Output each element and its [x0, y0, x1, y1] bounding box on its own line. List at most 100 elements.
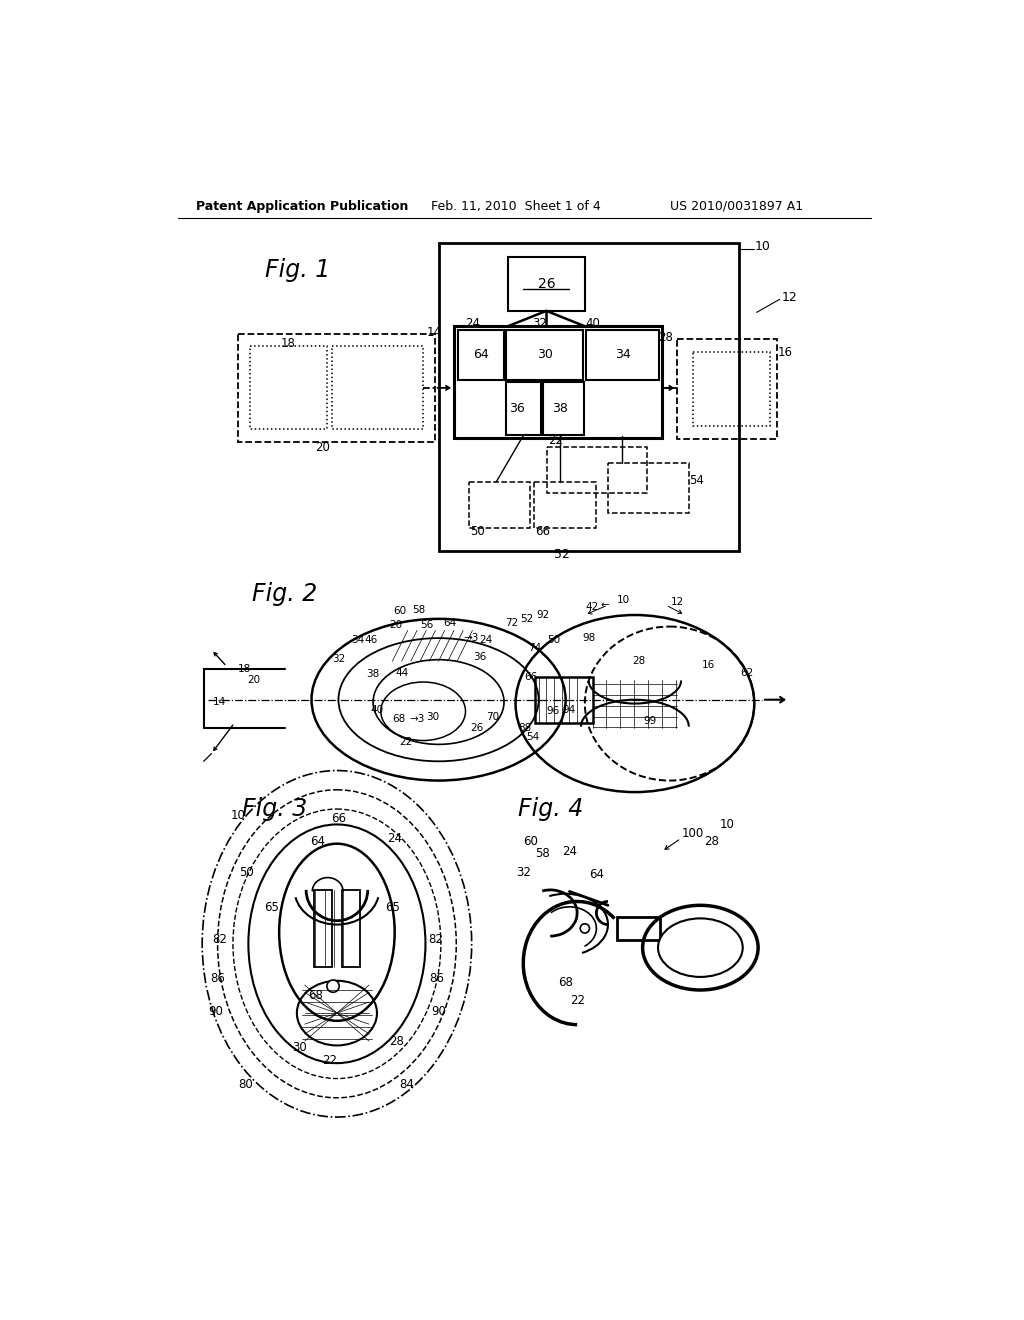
- Text: 38: 38: [367, 669, 380, 680]
- Text: Fig. 2: Fig. 2: [252, 582, 317, 606]
- Text: 12: 12: [671, 597, 684, 607]
- Text: 50: 50: [239, 866, 253, 879]
- Text: 64: 64: [310, 834, 326, 847]
- Text: 30: 30: [293, 1041, 307, 1055]
- Text: →3: →3: [410, 714, 425, 723]
- Bar: [692, 352, 770, 425]
- Text: 42: 42: [586, 602, 599, 612]
- Text: 52: 52: [554, 548, 569, 561]
- Text: 52: 52: [520, 614, 532, 624]
- Text: 22: 22: [398, 737, 412, 747]
- Text: 36: 36: [509, 403, 525, 416]
- Ellipse shape: [658, 919, 742, 977]
- Text: 44: 44: [395, 668, 409, 677]
- Text: 22: 22: [322, 1053, 337, 1067]
- Bar: [454, 326, 662, 438]
- Text: 30: 30: [426, 713, 439, 722]
- Text: 96: 96: [546, 706, 559, 717]
- Text: 20: 20: [390, 620, 402, 630]
- Text: 28: 28: [658, 331, 674, 345]
- Text: 22: 22: [569, 994, 585, 1007]
- Text: 72: 72: [505, 618, 518, 628]
- Text: 16: 16: [777, 346, 793, 359]
- Text: 10: 10: [720, 818, 735, 832]
- Bar: [342, 890, 360, 966]
- Text: 20: 20: [247, 676, 260, 685]
- Text: 24: 24: [562, 845, 577, 858]
- Text: 60: 60: [393, 606, 407, 616]
- Text: 46: 46: [365, 635, 378, 645]
- Text: 86: 86: [210, 972, 225, 985]
- Text: 10: 10: [755, 240, 770, 253]
- Text: 56: 56: [421, 620, 433, 630]
- Text: 65: 65: [385, 902, 399, 915]
- Bar: [506, 330, 584, 380]
- Text: 86: 86: [430, 972, 444, 985]
- Text: ←: ←: [600, 601, 609, 610]
- Text: 66: 66: [536, 524, 551, 537]
- Bar: [458, 330, 504, 380]
- Text: Fig. 3: Fig. 3: [243, 797, 307, 821]
- Bar: [535, 482, 596, 528]
- Text: 65: 65: [264, 902, 279, 915]
- Text: 54: 54: [689, 474, 705, 487]
- Bar: [469, 482, 530, 528]
- Bar: [586, 330, 658, 380]
- Text: Feb. 11, 2010  Sheet 1 of 4: Feb. 11, 2010 Sheet 1 of 4: [431, 199, 601, 213]
- Ellipse shape: [327, 979, 339, 993]
- Text: 30: 30: [537, 348, 553, 362]
- Text: Fig. 4: Fig. 4: [518, 797, 583, 821]
- Bar: [677, 339, 777, 440]
- Text: 94: 94: [563, 705, 577, 714]
- Text: 14: 14: [213, 697, 225, 708]
- Text: 82: 82: [212, 933, 227, 946]
- Text: 40: 40: [585, 317, 600, 330]
- Text: 62: 62: [740, 668, 754, 677]
- Text: 58: 58: [536, 847, 550, 861]
- Text: 34: 34: [351, 635, 365, 645]
- Text: 88: 88: [518, 723, 531, 733]
- Text: 64: 64: [443, 618, 457, 628]
- Text: 36: 36: [473, 652, 486, 663]
- Text: 84: 84: [398, 1078, 414, 1092]
- Text: 90: 90: [431, 1005, 446, 1018]
- Bar: [544, 383, 584, 434]
- Text: 38: 38: [552, 403, 568, 416]
- Bar: [313, 890, 333, 966]
- Text: 64: 64: [473, 348, 488, 362]
- Text: 98: 98: [582, 634, 595, 643]
- Bar: [617, 917, 659, 940]
- Text: 26: 26: [538, 277, 555, 290]
- Text: 60: 60: [523, 834, 539, 847]
- Text: 24: 24: [387, 832, 402, 845]
- Text: 68: 68: [308, 989, 323, 1002]
- Bar: [547, 447, 647, 494]
- Text: US 2010/0031897 A1: US 2010/0031897 A1: [670, 199, 803, 213]
- Text: 66: 66: [524, 672, 538, 681]
- Bar: [239, 334, 435, 442]
- Text: 10: 10: [231, 809, 246, 822]
- Text: Fig. 1: Fig. 1: [265, 257, 331, 282]
- Text: 54: 54: [526, 733, 539, 742]
- Text: 82: 82: [428, 933, 443, 946]
- Bar: [608, 462, 689, 512]
- Text: 80: 80: [239, 1078, 253, 1092]
- Text: 92: 92: [536, 610, 549, 620]
- Ellipse shape: [581, 924, 590, 933]
- Text: 26: 26: [470, 723, 483, 733]
- Text: 34: 34: [614, 348, 631, 362]
- Text: 40: 40: [371, 705, 384, 714]
- Text: 28: 28: [389, 1035, 404, 1048]
- Bar: [250, 346, 327, 429]
- Text: 70: 70: [486, 713, 499, 722]
- Text: 16: 16: [701, 660, 715, 671]
- Text: 12: 12: [781, 290, 797, 304]
- Text: 100: 100: [682, 828, 703, 841]
- Text: 58: 58: [413, 605, 426, 615]
- Text: 99: 99: [644, 715, 657, 726]
- Text: 50: 50: [548, 635, 560, 645]
- Text: 32: 32: [332, 653, 345, 664]
- Text: 24: 24: [465, 317, 480, 330]
- Text: 10: 10: [616, 594, 630, 605]
- Text: 90: 90: [208, 1005, 222, 1018]
